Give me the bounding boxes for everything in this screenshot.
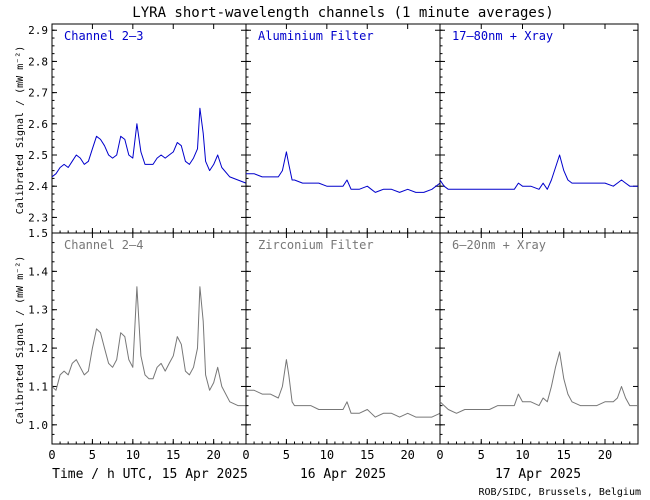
y-tick-label: 1.0 (28, 419, 48, 432)
x-tick-label: 5 (478, 448, 485, 462)
panel-label: 6–20nm + Xray (452, 238, 546, 252)
series-line (246, 359, 441, 418)
x-tick-label: 15 (166, 448, 180, 462)
panel-frame (439, 232, 639, 445)
x-tick-label: 10 (320, 448, 334, 462)
y-tick-label: 2.6 (28, 118, 48, 131)
y-tick-label: 2.9 (28, 24, 48, 37)
panel-label: 17–80nm + Xray (452, 29, 553, 43)
plot-area: 2.3 2.4 2.5 2.6 2.7 2.8 2.9 Channel 2–3 Aluminiu… (28, 23, 639, 462)
x-tick-label: 20 (206, 448, 220, 462)
series-line (51, 286, 246, 407)
x-tick-label: 0 (436, 448, 443, 462)
panel-label: Aluminium Filter (258, 29, 374, 43)
credit-text: ROB/SIDC, Brussels, Belgium (478, 487, 641, 498)
series-line (439, 154, 638, 190)
x-tick-label: 10 (515, 448, 529, 462)
x-tick-label: 15 (360, 448, 374, 462)
y-tick-label: 2.5 (28, 149, 48, 162)
y-tick-label: 1.3 (28, 304, 48, 317)
y-axis-label-bottom: Calibrated Signal / (mW m⁻²) (15, 256, 26, 425)
chart-title: LYRA short-wavelength channels (1 minute… (132, 5, 553, 21)
panel-frame (51, 232, 247, 445)
y-tick-label: 2.3 (28, 211, 48, 224)
x-tick-label: 5 (283, 448, 290, 462)
y-tick-label: 2.7 (28, 87, 48, 100)
panel-label: Zirconium Filter (258, 238, 374, 252)
y-tick-label: 2.4 (28, 180, 48, 193)
x-axis-label-day-3: 17 Apr 2025 (495, 467, 581, 482)
y-tick-label: 1.1 (28, 380, 48, 393)
y-tick-label: 1.2 (28, 342, 48, 355)
x-tick-label: 5 (89, 448, 96, 462)
panel-label: Channel 2–4 (64, 238, 143, 252)
y-tick-label: 1.5 (28, 227, 48, 240)
x-tick-label: 0 (242, 448, 249, 462)
x-axis-label-day-1: Time / h UTC, 15 Apr 2025 (52, 467, 248, 482)
series-line (439, 351, 638, 414)
panel-frame (245, 23, 441, 234)
y-tick-label: 2.8 (28, 55, 48, 68)
x-tick-label: 0 (48, 448, 55, 462)
series-line (51, 107, 247, 184)
y-axis-label-top: Calibrated Signal / (mW m⁻²) (15, 46, 26, 215)
panel-label: Channel 2–3 (64, 29, 143, 43)
x-tick-label: 20 (400, 448, 414, 462)
series-line (246, 151, 441, 193)
x-tick-label: 20 (598, 448, 612, 462)
x-tick-label: 10 (126, 448, 140, 462)
y-tick-label: 1.4 (28, 265, 48, 278)
panel-frame (245, 232, 441, 445)
x-tick-label: 15 (557, 448, 571, 462)
panel-frame (51, 23, 247, 234)
panel-frame (439, 23, 639, 234)
x-axis-label-day-2: 16 Apr 2025 (300, 467, 386, 482)
